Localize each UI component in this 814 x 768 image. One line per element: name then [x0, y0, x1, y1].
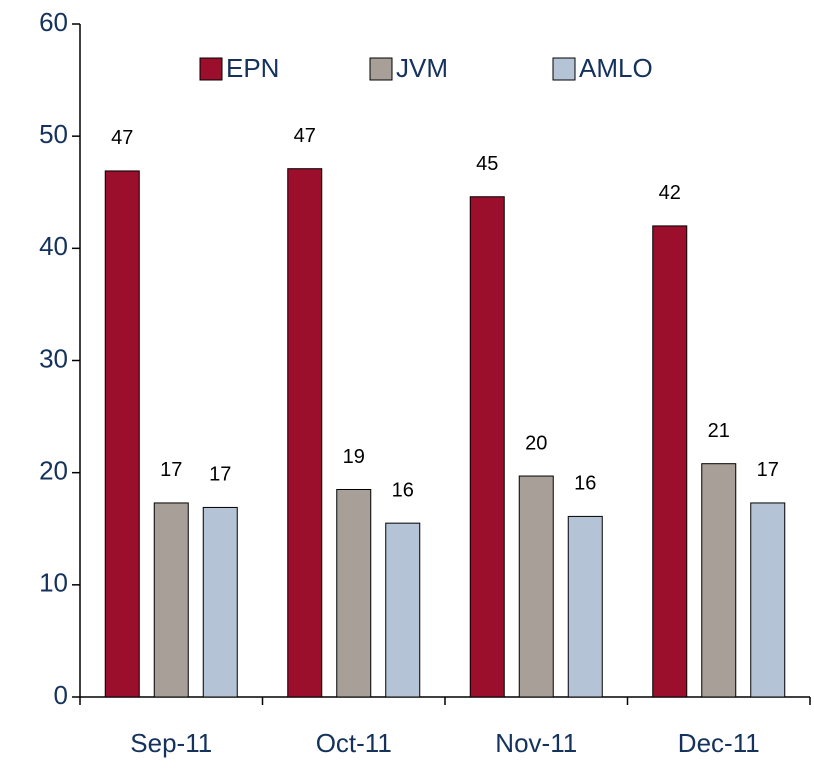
data-label: 17: [160, 459, 182, 481]
y-tick-label: 40: [39, 231, 68, 261]
x-tick-label: Dec-11: [678, 728, 760, 758]
legend-swatch: [369, 57, 393, 81]
data-label: 45: [476, 153, 498, 175]
bar: [385, 522, 421, 698]
y-tick-label: 30: [39, 343, 68, 373]
legend-label: EPN: [226, 53, 279, 83]
y-tick-label: 50: [39, 119, 68, 149]
x-tick-label: Nov-11: [495, 728, 577, 758]
bar: [104, 170, 140, 698]
bar: [652, 225, 688, 698]
legend-swatch: [199, 57, 223, 81]
bar: [202, 506, 238, 698]
x-tick-label: Sep-11: [130, 728, 212, 758]
bar: [750, 502, 786, 698]
data-label: 47: [294, 125, 316, 147]
x-tick-label: Oct-11: [316, 728, 392, 758]
y-tick-label: 20: [39, 456, 68, 486]
y-tick-label: 0: [54, 680, 68, 710]
data-label: 17: [757, 459, 779, 481]
y-tick-label: 10: [39, 568, 68, 598]
legend-label: AMLO: [579, 53, 653, 83]
data-label: 19: [343, 446, 365, 468]
bar: [153, 502, 189, 698]
data-label: 47: [111, 127, 133, 149]
y-tick-label: 60: [39, 7, 68, 37]
data-label: 21: [708, 420, 730, 442]
data-label: 42: [659, 182, 681, 204]
bar: [567, 515, 603, 698]
data-label: 16: [574, 473, 596, 495]
legend-swatch: [552, 57, 576, 81]
bar: [469, 196, 505, 698]
bar: [701, 463, 737, 698]
data-label: 20: [525, 432, 547, 454]
data-label: 16: [392, 479, 414, 501]
legend-label: JVM: [396, 53, 448, 83]
data-label: 17: [209, 464, 231, 486]
bar: [287, 168, 323, 698]
bar: [518, 475, 554, 698]
bar: [336, 488, 372, 698]
